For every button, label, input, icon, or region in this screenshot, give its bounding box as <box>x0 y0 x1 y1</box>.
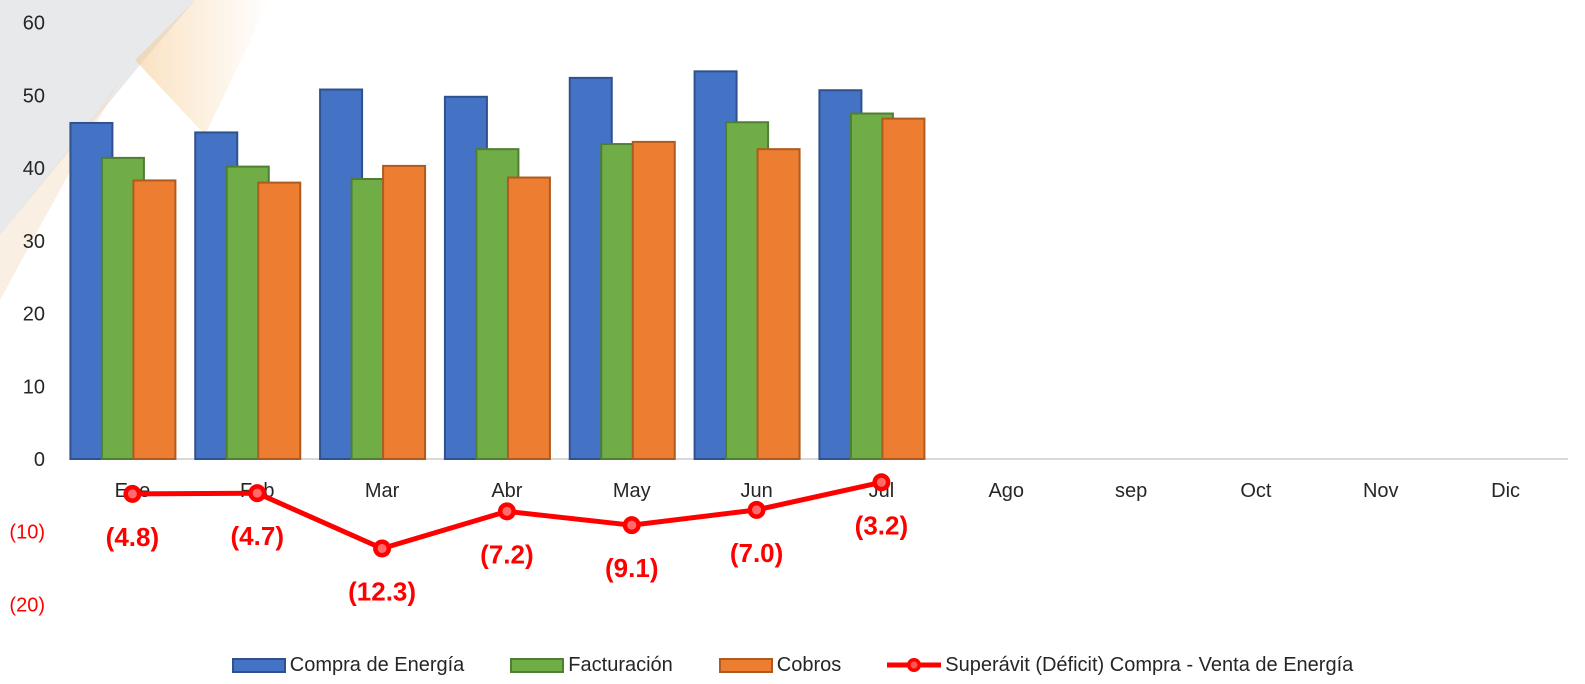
x-tick-label: May <box>613 480 651 502</box>
bar-series <box>70 71 924 459</box>
y-tick-label: (20) <box>9 594 45 616</box>
x-tick-label: Abr <box>491 480 522 502</box>
bar[interactable] <box>882 119 924 459</box>
line-point-inner <box>627 521 636 530</box>
bar[interactable] <box>633 142 675 459</box>
data-label: (12.3) <box>348 576 416 606</box>
line-point-inner <box>128 489 137 498</box>
legend-label-cobros: Cobros <box>777 654 841 677</box>
line-point-inner <box>752 505 761 514</box>
legend-label-facturacion: Facturación <box>568 654 673 677</box>
legend-swatch-compra <box>232 658 286 673</box>
legend-label-compra: Compra de Energía <box>290 654 465 677</box>
bar[interactable] <box>133 180 175 459</box>
data-label: (4.7) <box>231 521 284 551</box>
legend-label-superavit: Superávit (Déficit) Compra - Venta de En… <box>945 654 1353 677</box>
y-tick-label: 60 <box>23 13 45 35</box>
line-point-inner <box>502 507 511 516</box>
data-label: (7.2) <box>480 539 533 569</box>
legend: Compra de Energía Facturación Cobros Sup… <box>0 651 1585 679</box>
x-tick-label: Jun <box>740 480 772 502</box>
y-tick-label: 50 <box>23 85 45 107</box>
x-tick-label: Nov <box>1363 480 1399 502</box>
legend-swatch-cobros <box>719 658 773 673</box>
data-label: (9.1) <box>605 553 658 583</box>
x-tick-label: Mar <box>365 480 400 502</box>
y-tick-label: 10 <box>23 376 45 398</box>
line-point-inner <box>378 544 387 553</box>
legend-swatch-facturacion <box>510 658 564 673</box>
line-point-inner <box>877 478 886 487</box>
data-labels: (4.8) (4.7) (12.3) (7.2) (9.1) (7.0) (3.2) <box>106 510 908 606</box>
x-tick-label: Oct <box>1240 480 1272 502</box>
x-tick-label: Ago <box>988 480 1024 502</box>
bar[interactable] <box>508 178 550 459</box>
legend-swatch-superavit <box>887 655 941 675</box>
x-tick-label: sep <box>1115 480 1147 502</box>
data-label: (7.0) <box>730 538 783 568</box>
data-label: (4.8) <box>106 522 159 552</box>
y-axis: 60 50 40 30 20 10 0 (10) (20) <box>9 13 45 617</box>
line-point-inner <box>253 489 262 498</box>
bar[interactable] <box>758 149 800 459</box>
y-tick-label: 40 <box>23 158 45 180</box>
legend-item-cobros[interactable]: Cobros <box>719 654 841 677</box>
y-tick-label: 20 <box>23 304 45 326</box>
bar[interactable] <box>383 166 425 459</box>
y-tick-label: (10) <box>9 522 45 544</box>
legend-item-compra[interactable]: Compra de Energía <box>232 654 465 677</box>
bar[interactable] <box>258 183 300 459</box>
y-tick-label: 30 <box>23 231 45 253</box>
data-label: (3.2) <box>855 510 908 540</box>
legend-item-superavit[interactable]: Superávit (Déficit) Compra - Venta de En… <box>887 654 1353 677</box>
x-tick-label: Dic <box>1491 480 1520 502</box>
y-tick-label: 0 <box>34 449 45 471</box>
legend-item-facturacion[interactable]: Facturación <box>510 654 673 677</box>
